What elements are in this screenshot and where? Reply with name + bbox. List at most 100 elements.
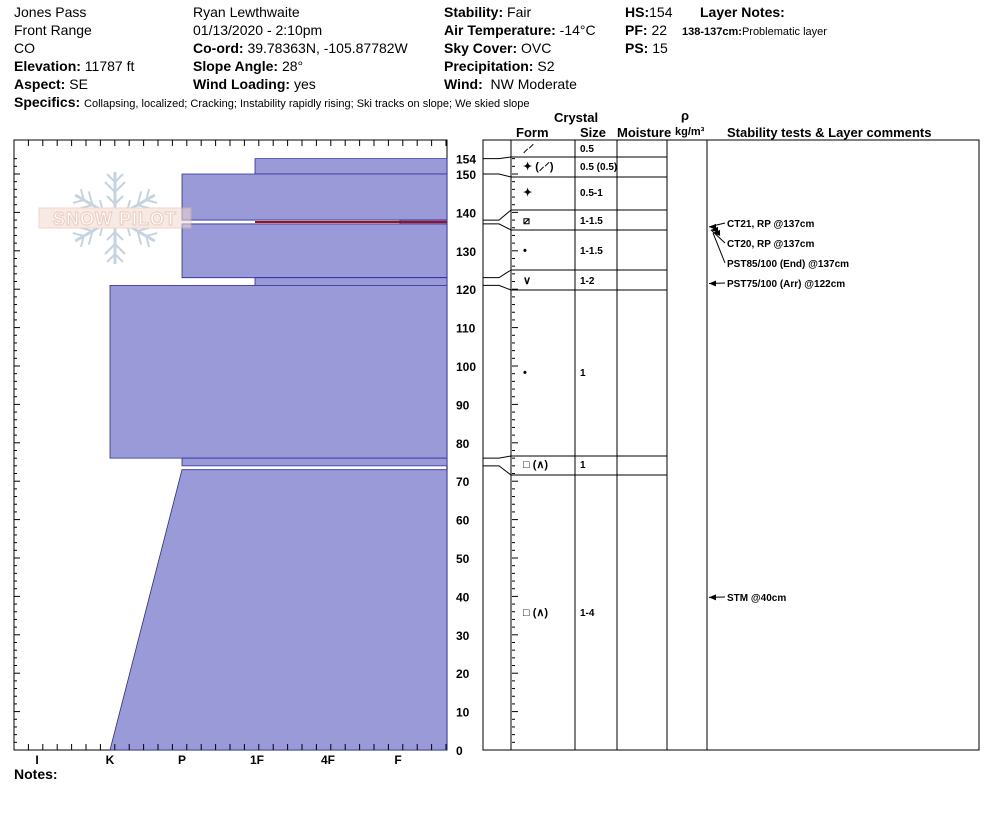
crystal-form: • [523, 367, 527, 379]
flake-branch [145, 235, 151, 248]
hardness-layer [254, 158, 448, 175]
layer-connector [483, 455, 512, 459]
crystal-size: 1 [580, 460, 586, 471]
test-arrow-head [709, 280, 716, 287]
flake-branch [145, 232, 158, 237]
flake-branch [145, 188, 151, 201]
air-temperature: Air Temperature: -14°C [444, 22, 596, 38]
test-arrow-head [713, 229, 720, 236]
height-label: 40 [456, 590, 470, 604]
layer-connector [483, 465, 512, 476]
notes-label: Notes: [14, 766, 58, 782]
layer-connector [483, 173, 512, 178]
crystal-size: 0.5 (0.5) [580, 162, 617, 173]
hardness-label: I [35, 753, 38, 767]
hardness-layer [181, 223, 448, 279]
crystal-header: Crystal [554, 110, 599, 125]
layer-notes-label: Layer Notes: [700, 4, 785, 20]
flake-branch [114, 173, 124, 183]
crystal-size: 1-1.5 [580, 216, 603, 227]
flake-branch [72, 232, 85, 237]
flake-branch [136, 230, 143, 245]
layer-connector [483, 269, 512, 279]
height-label: 90 [456, 398, 470, 412]
stability-test-label: CT20, RP @137cm [727, 239, 814, 250]
hardness-label: K [106, 753, 115, 767]
logo-text: SNOW PILOT [53, 209, 177, 229]
density-rho: ρ [681, 108, 690, 123]
stability: Stability: Fair [444, 4, 532, 20]
flake-branch [104, 243, 116, 255]
height-label: 70 [456, 475, 470, 489]
aspect: Aspect: SE [14, 76, 88, 92]
crystal-form: ⧄ [523, 215, 530, 227]
flake-branch [79, 188, 85, 201]
hardness-layer [181, 173, 448, 221]
crystal-form: ✦ [523, 187, 532, 199]
flake-branch [106, 195, 116, 205]
stability-test-label: PST75/100 (Arr) @122cm [727, 279, 845, 290]
flake-branch [114, 195, 124, 205]
height-label: 150 [456, 168, 476, 182]
flake-branch [72, 199, 85, 204]
flake-branch [79, 235, 85, 248]
layer-table-frame [482, 139, 980, 751]
height-label: 10 [456, 706, 470, 720]
height-label: 120 [456, 283, 476, 297]
flake-branch [104, 181, 116, 193]
flake-branch [114, 231, 124, 241]
layer-connector [483, 209, 512, 221]
size-header: Size [580, 125, 607, 140]
hardness-label: P [178, 753, 186, 767]
height-label: 140 [456, 206, 476, 220]
height-label: 20 [456, 667, 470, 681]
slope-angle: Slope Angle: 28° [193, 58, 304, 74]
flake-branch [114, 181, 126, 193]
hardness-layer [109, 469, 448, 751]
datetime: 01/13/2020 - 2:10pm [193, 22, 323, 38]
height-label: 60 [456, 514, 470, 528]
crystal-size: 0.5-1 [580, 188, 603, 199]
height-label: 130 [456, 245, 476, 259]
flake-branch [106, 231, 116, 241]
height-label: 50 [456, 552, 470, 566]
crystal-size: 1-2 [580, 276, 595, 287]
test-arrow-line [712, 232, 726, 264]
height-label: 0 [456, 744, 463, 758]
crystal-form: ⸝⸍ [523, 143, 534, 155]
ps: PS: 15 [625, 40, 668, 56]
flake-branch [106, 253, 116, 263]
density-unit: kg/m³ [675, 126, 705, 138]
comments-header: Stability tests & Layer comments [727, 125, 932, 140]
crystal-form: ✦ (⸝⸍) [523, 161, 554, 173]
hardness-layer [181, 457, 448, 467]
sky-cover: Sky Cover: OVC [444, 40, 552, 56]
flake-branch [136, 191, 143, 206]
snowpilot-logo: SNOW PILOT [38, 172, 192, 264]
layer-connector [483, 156, 512, 160]
flake-branch [87, 230, 94, 245]
wind-loading: Wind Loading: yes [193, 76, 316, 92]
stability-test-label: PST85/100 (End) @137cm [727, 259, 849, 270]
hardness-label: 4F [321, 753, 335, 767]
range: Front Range [14, 22, 92, 38]
layer-note: 138-137cm:Problematic layer [682, 26, 827, 38]
crystal-form: ∨ [523, 275, 531, 287]
pf: PF: 22 [625, 22, 668, 38]
wind: Wind: NW Moderate [444, 76, 577, 92]
flake-branch [106, 173, 116, 183]
layer-connector [483, 223, 512, 231]
height-label: 100 [456, 360, 476, 374]
hs: HS:154 [625, 4, 673, 20]
crystal-size: 1-4 [580, 608, 595, 619]
test-arrow-head [709, 594, 716, 601]
elevation: Elevation: 11787 ft [14, 58, 135, 74]
layer-connector [483, 284, 512, 291]
test-arrow-line [710, 229, 726, 244]
stability-test-label: CT21, RP @137cm [727, 219, 814, 230]
flake-branch [114, 253, 124, 263]
height-label: 154 [456, 153, 476, 167]
test-arrow-head [709, 223, 716, 230]
specifics: Specifics: Collapsing, localized; Cracki… [14, 94, 530, 110]
